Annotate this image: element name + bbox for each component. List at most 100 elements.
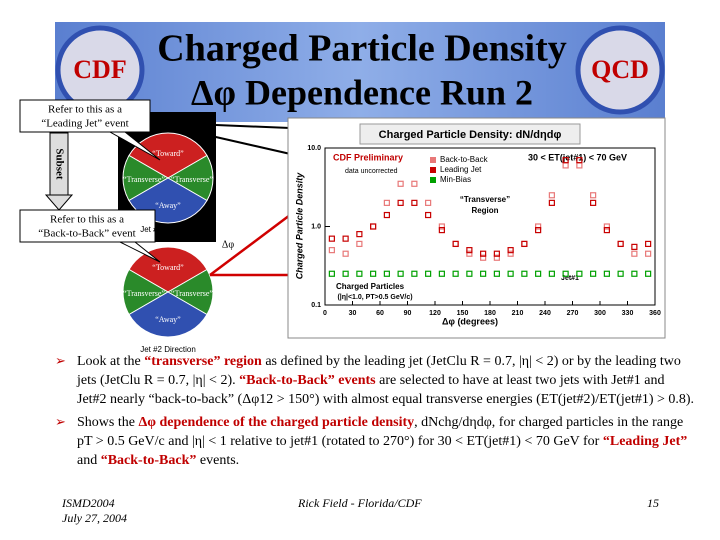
data-point xyxy=(548,270,555,277)
data-point xyxy=(342,250,349,257)
plot-panel xyxy=(287,117,666,339)
logo-left-text: CDF xyxy=(73,55,126,84)
footer-date: July 27, 2004 xyxy=(62,511,127,525)
y-axis-label: Charged Particle Density xyxy=(294,172,304,280)
header-band xyxy=(55,22,665,122)
data-point xyxy=(438,223,445,230)
region-label: “Transverse” xyxy=(123,175,165,184)
region-sector xyxy=(167,154,214,202)
data-point xyxy=(397,199,404,206)
data-point xyxy=(342,270,349,277)
data-point xyxy=(603,226,610,234)
data-point xyxy=(645,240,652,248)
bullet-segment: Look at the xyxy=(77,354,145,369)
data-point xyxy=(535,270,542,277)
data-point xyxy=(548,199,555,206)
logo-right-text: QCD xyxy=(591,55,649,84)
data-point xyxy=(603,223,610,230)
region-sector xyxy=(167,268,214,316)
title-line2: Δφ Dependence Run 2 xyxy=(191,72,533,112)
logo-right xyxy=(575,25,665,115)
data-point xyxy=(438,270,445,277)
jet1-label: Jet #1 Direction xyxy=(140,225,196,234)
bullet-segment: , dNchg/dηdφ, for charged particles in t… xyxy=(77,415,684,449)
legend-label: Leading Jet xyxy=(440,165,482,174)
data-point xyxy=(603,270,610,277)
data-point xyxy=(493,254,500,261)
data-point xyxy=(631,270,638,277)
bullet-list: ➢ Look at the “transverse” region as defi… xyxy=(55,352,695,474)
region-label: “Away” xyxy=(155,201,181,210)
connector-red xyxy=(209,214,291,276)
jet2-label: Jet #2 Direction xyxy=(140,345,196,354)
region-sector xyxy=(122,268,169,316)
region-sector xyxy=(128,132,208,179)
y-tick-label: 1.0 xyxy=(311,223,321,230)
data-point xyxy=(617,240,624,248)
data-point xyxy=(466,270,473,277)
x-tick-label: 210 xyxy=(512,310,524,317)
data-point xyxy=(383,211,390,219)
data-point xyxy=(576,270,583,277)
bullet: ➢ Shows the Δφ dependence of the charged … xyxy=(55,413,695,470)
data-point xyxy=(411,180,418,187)
x-tick-label: 330 xyxy=(622,310,634,317)
data-point xyxy=(370,223,377,230)
data-point xyxy=(411,199,418,206)
data-point xyxy=(535,223,542,230)
data-point xyxy=(452,240,459,248)
data-point xyxy=(631,243,638,250)
callout-text: Refer to this as a xyxy=(50,214,124,226)
data-point xyxy=(521,240,528,248)
data-point xyxy=(328,235,335,242)
footer-author: Rick Field - Florida/CDF xyxy=(298,496,422,510)
data-point xyxy=(521,270,528,277)
data-point xyxy=(452,270,459,277)
region-label: “Toward” xyxy=(152,149,184,158)
subset-arrow-head xyxy=(44,194,74,211)
data-point xyxy=(342,235,349,242)
legend-swatch xyxy=(430,157,436,163)
region-label: “Away” xyxy=(155,315,181,324)
data-point xyxy=(425,199,432,206)
data-point xyxy=(411,270,418,277)
data-point xyxy=(466,250,473,257)
data-point xyxy=(507,270,514,277)
bullet: ➢ Look at the “transverse” region as defi… xyxy=(55,352,695,409)
plot-title-box xyxy=(359,123,581,145)
x-tick-label: 240 xyxy=(539,310,551,317)
x-tick-label: 60 xyxy=(376,310,384,317)
connector xyxy=(215,124,291,129)
data-point xyxy=(356,240,363,248)
data-point xyxy=(590,199,597,206)
legend-label: Back-to-Back xyxy=(440,155,489,164)
bullet-segment: as defined by the leading jet (JetClu R … xyxy=(77,354,681,388)
data-point xyxy=(328,270,335,277)
annotation: “Transverse” xyxy=(460,195,510,204)
legend-label: Min-Bias xyxy=(440,175,471,184)
data-point xyxy=(370,270,377,277)
footer-event: ISMD2004 xyxy=(62,496,115,510)
bullet-segment: Shows the xyxy=(77,415,139,430)
data-point xyxy=(466,247,473,254)
data-point xyxy=(493,270,500,277)
x-tick-label: 120 xyxy=(429,310,441,317)
data-point xyxy=(397,180,404,187)
legend-swatch xyxy=(430,177,436,183)
annotation: CDF Preliminary xyxy=(333,152,403,162)
data-point xyxy=(535,226,542,234)
data-point xyxy=(397,270,404,277)
plot-title: Charged Particle Density: dN/dηdφ xyxy=(379,129,562,141)
callout-box xyxy=(19,99,151,133)
data-point xyxy=(590,270,597,277)
annotation: data uncorrected xyxy=(345,168,398,175)
data-point xyxy=(425,211,432,219)
x-tick-label: 90 xyxy=(404,310,412,317)
data-point xyxy=(645,250,652,257)
data-point xyxy=(562,270,569,277)
x-tick-label: 360 xyxy=(649,310,661,317)
data-point xyxy=(480,254,487,261)
callout-text: Refer to this as a xyxy=(48,104,122,116)
data-point xyxy=(356,270,363,277)
